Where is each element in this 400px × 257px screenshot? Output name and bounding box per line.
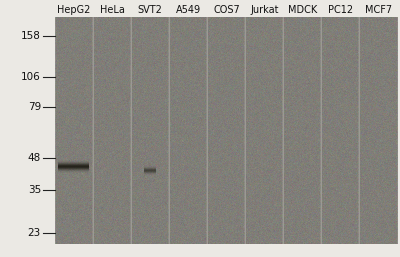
Text: 23: 23 bbox=[28, 228, 41, 238]
Text: 158: 158 bbox=[21, 31, 41, 41]
Text: A549: A549 bbox=[176, 5, 201, 15]
Text: 106: 106 bbox=[21, 72, 41, 82]
Text: HeLa: HeLa bbox=[100, 5, 125, 15]
Text: SVT2: SVT2 bbox=[138, 5, 163, 15]
Text: HepG2: HepG2 bbox=[57, 5, 91, 15]
Text: MDCK: MDCK bbox=[288, 5, 317, 15]
Text: COS7: COS7 bbox=[213, 5, 240, 15]
Text: 35: 35 bbox=[28, 185, 41, 195]
Text: PC12: PC12 bbox=[328, 5, 353, 15]
Text: 48: 48 bbox=[28, 153, 41, 163]
Text: MCF7: MCF7 bbox=[365, 5, 392, 15]
Text: 79: 79 bbox=[28, 102, 41, 112]
Text: Jurkat: Jurkat bbox=[250, 5, 279, 15]
